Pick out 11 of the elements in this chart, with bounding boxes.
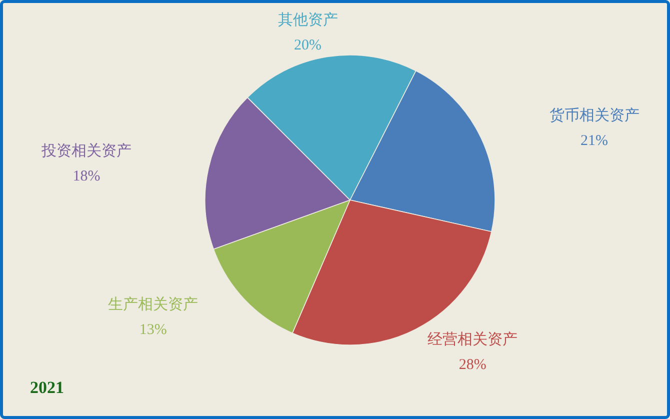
slice-label: 其他资产 [278,12,338,29]
slice-label: 经营相关资产 [428,330,518,348]
slice-label: 货币相关资产 [549,107,640,124]
data-label: 18% [72,168,100,184]
data-label: 21% [580,133,608,150]
slice-label: 生产相关资产 [108,296,198,313]
data-label: 28% [458,356,486,373]
data-label: 20% [294,38,322,54]
text: 2021 [30,378,64,397]
slice-label: 投资相关资产 [40,142,132,160]
data-label: 13% [139,322,167,338]
